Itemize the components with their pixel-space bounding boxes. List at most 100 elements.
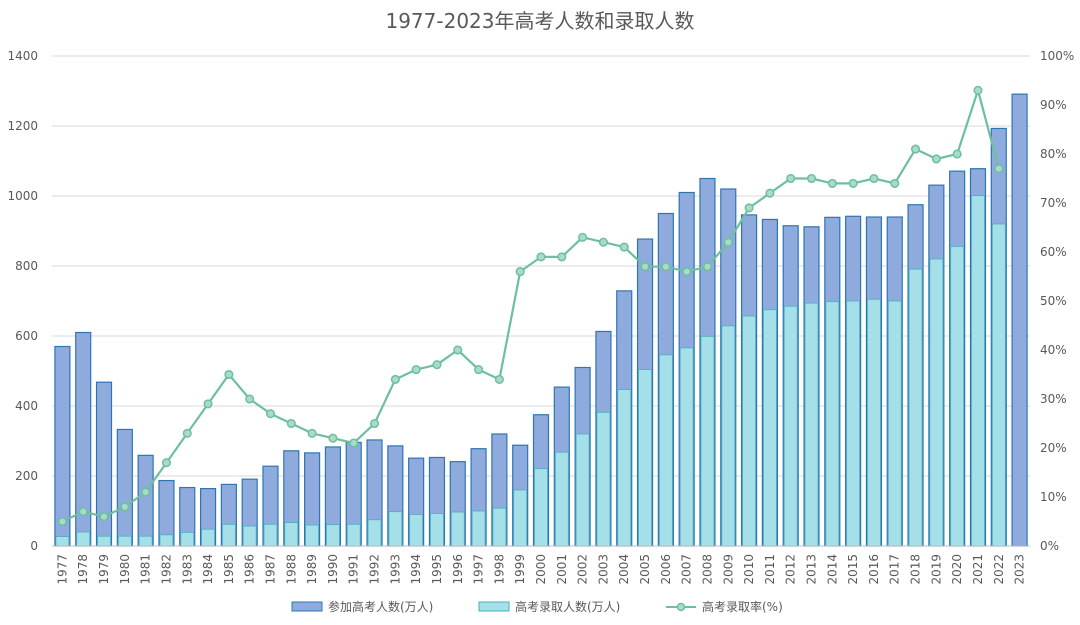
bar-admitted bbox=[305, 524, 319, 547]
x-tick-label: 1988 bbox=[284, 554, 298, 585]
rate-point bbox=[286, 418, 296, 429]
x-tick-label: 1977 bbox=[55, 554, 69, 585]
rate-point bbox=[432, 360, 442, 370]
rate-point bbox=[494, 374, 504, 384]
rate-point bbox=[661, 262, 671, 272]
x-tick-label: 1980 bbox=[118, 554, 132, 585]
y-left-tick-label: 600 bbox=[15, 329, 38, 343]
y-left-tick-label: 0 bbox=[30, 539, 38, 553]
rate-point bbox=[578, 232, 588, 242]
bar-admitted bbox=[638, 369, 652, 547]
rate-point bbox=[453, 345, 463, 355]
rate-point bbox=[702, 262, 713, 272]
rate-point bbox=[931, 154, 941, 164]
y-right-tick-label: 70% bbox=[1040, 196, 1067, 210]
rate-point bbox=[806, 173, 817, 184]
bar-admitted bbox=[908, 268, 923, 547]
legend-label-admitted: 高考录取人数(万人) bbox=[515, 599, 620, 614]
bar-admitted bbox=[534, 468, 548, 547]
rate-point bbox=[78, 507, 88, 517]
bar-admitted bbox=[846, 300, 861, 547]
bar-admitted bbox=[430, 513, 444, 547]
x-tick-label: 1993 bbox=[388, 554, 402, 585]
rate-point bbox=[182, 428, 192, 438]
x-tick-label: 1999 bbox=[513, 554, 527, 585]
rate-point bbox=[369, 418, 380, 429]
rate-point bbox=[973, 85, 983, 95]
bar-admitted bbox=[117, 535, 132, 547]
x-tick-label: 2008 bbox=[700, 554, 714, 585]
bar-admitted bbox=[991, 223, 1006, 547]
bar-admitted bbox=[617, 389, 632, 547]
rate-point bbox=[723, 237, 733, 247]
bar-admitted bbox=[554, 451, 569, 547]
x-tick-label: 1998 bbox=[492, 554, 506, 585]
bar-admitted bbox=[55, 536, 70, 547]
x-tick-label: 2014 bbox=[825, 554, 839, 585]
x-tick-label: 2002 bbox=[576, 554, 590, 585]
rate-point bbox=[557, 252, 567, 262]
rate-point bbox=[744, 203, 754, 213]
y-right-tick-label: 80% bbox=[1040, 147, 1067, 161]
x-tick-label: 1990 bbox=[326, 554, 340, 585]
bar-admitted bbox=[409, 514, 424, 547]
bar-admitted bbox=[97, 535, 111, 547]
rate-point bbox=[640, 262, 650, 272]
rate-point bbox=[99, 512, 109, 522]
legend-swatch-applicants bbox=[291, 601, 323, 612]
y-left-tick-label: 200 bbox=[15, 469, 38, 483]
x-tick-label: 1992 bbox=[368, 554, 382, 585]
rate-point bbox=[265, 409, 276, 419]
rate-point bbox=[598, 237, 608, 247]
x-tick-label: 2010 bbox=[742, 554, 756, 585]
bar-admitted bbox=[367, 519, 382, 547]
bar-admitted bbox=[867, 298, 881, 547]
y-left-tick-label: 800 bbox=[15, 259, 38, 273]
rate-point bbox=[765, 188, 775, 198]
bar-admitted bbox=[721, 325, 736, 547]
x-tick-label: 2000 bbox=[534, 554, 548, 585]
y-right-tick-label: 50% bbox=[1040, 294, 1067, 308]
rate-point bbox=[994, 164, 1004, 174]
y-right-tick-label: 10% bbox=[1040, 490, 1067, 504]
bar-admitted bbox=[159, 534, 174, 547]
bar-admitted bbox=[658, 354, 673, 547]
x-tick-label: 1987 bbox=[263, 554, 277, 585]
x-tick-label: 2019 bbox=[929, 554, 943, 585]
x-tick-label: 1978 bbox=[76, 554, 90, 585]
bar-admitted bbox=[783, 305, 798, 547]
bar-admitted bbox=[742, 315, 756, 547]
rate-point bbox=[349, 438, 359, 448]
rate-point bbox=[890, 178, 900, 188]
y-right-tick-label: 90% bbox=[1040, 98, 1067, 112]
x-tick-label: 2022 bbox=[992, 554, 1006, 585]
x-tick-label: 2007 bbox=[680, 554, 694, 585]
rate-point bbox=[307, 428, 317, 438]
x-tick-label: 1995 bbox=[430, 554, 444, 585]
legend: 参加高考人数(万人) 高考录取人数(万人) 高考录取率(%) bbox=[291, 599, 783, 614]
y-left-tick-label: 1000 bbox=[7, 189, 38, 203]
y-left-tick-label: 1400 bbox=[7, 49, 38, 63]
legend-label-rate: 高考录取率(%) bbox=[702, 599, 783, 614]
bar-applicants bbox=[54, 345, 71, 547]
bar-applicants bbox=[95, 381, 113, 547]
rate-line bbox=[57, 85, 1004, 527]
rate-point bbox=[848, 178, 858, 188]
bar-admitted bbox=[201, 528, 215, 547]
x-tick-label: 1996 bbox=[451, 554, 465, 585]
bar-admitted bbox=[679, 347, 694, 547]
rate-point bbox=[203, 399, 213, 409]
axes: 0 200 400 600 800 1000 1200 1400 0% 10% 20% 30% 40% 5… bbox=[7, 49, 1074, 585]
rate-point bbox=[911, 144, 921, 154]
x-tick-label: 2001 bbox=[555, 554, 569, 585]
bar-admitted bbox=[513, 489, 528, 547]
bar-applicants bbox=[1011, 93, 1028, 547]
bar-admitted bbox=[492, 507, 507, 547]
x-tick-label: 1984 bbox=[201, 554, 215, 585]
rate-point bbox=[328, 433, 338, 443]
x-tick-label: 1985 bbox=[222, 554, 236, 585]
grid bbox=[52, 55, 1030, 477]
x-tick-label: 1989 bbox=[305, 554, 319, 585]
bar-admitted bbox=[138, 535, 153, 547]
